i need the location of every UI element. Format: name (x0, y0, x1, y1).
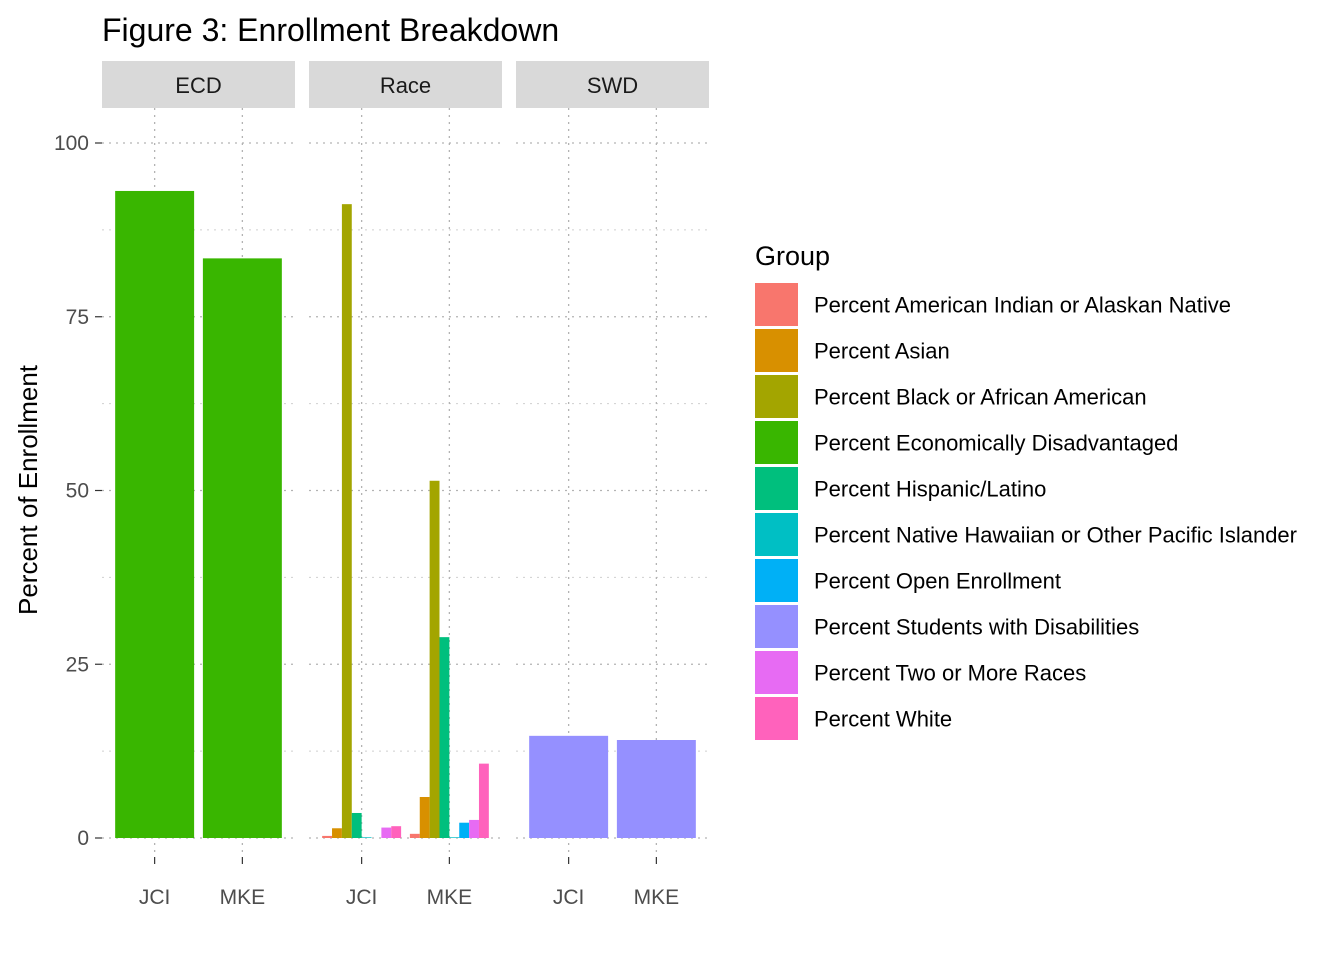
facet-strip-label: SWD (587, 73, 638, 98)
legend-title: Group (755, 241, 830, 271)
bar-ecd-jci (115, 190, 195, 838)
y-tick-label: 75 (66, 306, 89, 329)
bar-race-jci (361, 837, 372, 838)
legend-key (755, 605, 798, 648)
legend-key (755, 421, 798, 464)
legend-label: Percent Open Enrollment (814, 569, 1061, 594)
bar-race-mke (439, 637, 450, 838)
legend-label: Percent Hispanic/Latino (814, 477, 1046, 502)
legend-key (755, 697, 798, 740)
x-tick-label: JCI (553, 886, 585, 909)
bar-ecd-mke (202, 258, 282, 838)
bar-swd-jci (529, 735, 609, 838)
bar-race-jci (341, 204, 352, 838)
x-tick-label: MKE (427, 886, 473, 909)
facet-strip (309, 61, 502, 108)
legend-label: Percent American Indian or Alaskan Nativ… (814, 293, 1231, 318)
bar-race-jci (322, 835, 333, 838)
legend-key (755, 467, 798, 510)
bar-race-jci (351, 812, 362, 838)
y-tick-label: 0 (77, 827, 89, 850)
bar-race-mke (478, 763, 489, 838)
x-tick-label: MKE (634, 886, 680, 909)
facet-strip-label: Race (380, 73, 431, 98)
bar-race-jci (332, 828, 342, 838)
legend-key (755, 513, 798, 556)
legend-label: Percent Black or African American (814, 385, 1147, 410)
legend: Group Percent American Indian or Alaskan… (755, 241, 1297, 740)
legend-label: Percent Students with Disabilities (814, 615, 1139, 640)
chart-title: Figure 3: Enrollment Breakdown (102, 12, 559, 48)
bar-race-mke (419, 796, 430, 838)
legend-label: Percent Native Hawaiian or Other Pacific… (814, 523, 1297, 548)
bar-race-mke (449, 837, 460, 838)
legend-label: Percent Economically Disadvantaged (814, 431, 1178, 456)
bar-race-mke (409, 833, 420, 838)
x-tick-label: JCI (139, 886, 171, 909)
y-axis-title: Percent of Enrollment (13, 364, 43, 615)
y-tick-label: 100 (54, 132, 89, 155)
x-tick-label: MKE (220, 886, 266, 909)
legend-label: Percent Two or More Races (814, 661, 1086, 686)
legend-key (755, 559, 798, 602)
bar-race-jci (391, 826, 402, 838)
legend-key (755, 651, 798, 694)
bar-race-mke (469, 819, 479, 838)
facet-strip (516, 61, 709, 108)
legend-label: Percent White (814, 707, 952, 732)
bar-race-mke (429, 480, 440, 838)
bar-race-jci (381, 827, 392, 838)
legend-label: Percent Asian (814, 339, 950, 364)
bar-race-mke (459, 822, 470, 838)
y-tick-label: 25 (66, 653, 89, 676)
x-tick-label: JCI (346, 886, 378, 909)
legend-key (755, 375, 798, 418)
y-tick-label: 50 (66, 480, 89, 503)
bar-swd-mke (616, 740, 696, 838)
legend-key (755, 283, 798, 326)
facet-strip (102, 61, 295, 108)
plot-area: 0 25 50 75 100 ECD JCI MKE Race JCI MKE SWD JCI MKE (54, 61, 709, 909)
legend-key (755, 329, 798, 372)
facet-strip-label: ECD (175, 73, 221, 98)
